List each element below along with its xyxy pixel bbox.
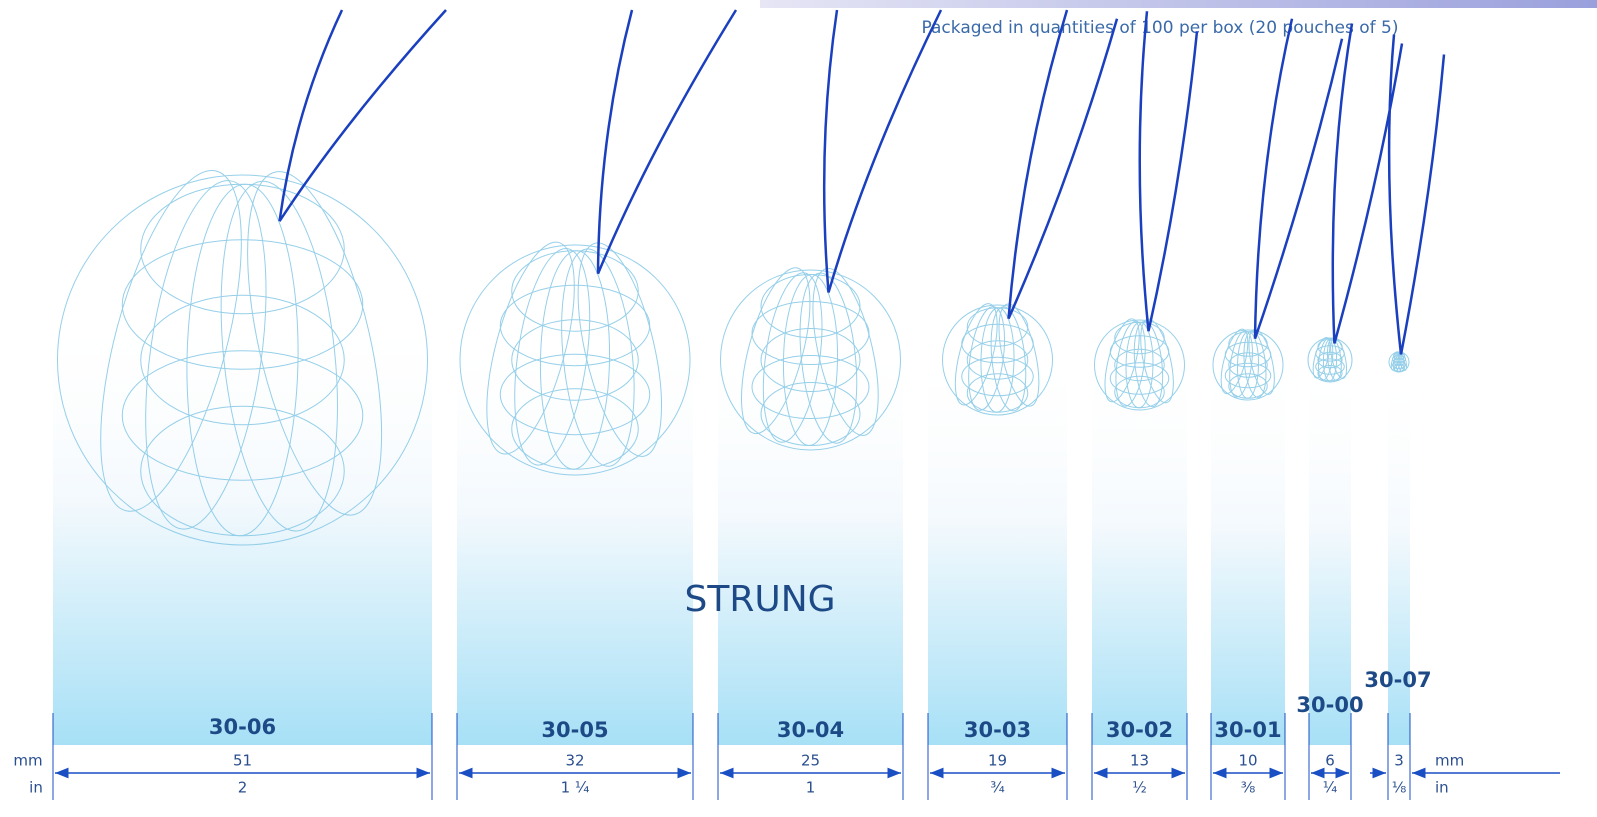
- bead-ring: [514, 248, 591, 466]
- bead-outline: [57, 174, 428, 546]
- unit-mm-left: mm: [13, 752, 42, 770]
- bead-ring: [499, 353, 651, 436]
- column: [1211, 354, 1285, 745]
- column: [53, 304, 432, 745]
- bead-ring: [121, 350, 364, 481]
- bead-ring: [760, 328, 861, 392]
- bead-ring: [145, 180, 267, 530]
- product-code: 30-01: [1214, 718, 1281, 742]
- product-code: 30-04: [777, 718, 844, 742]
- bead-outline: [459, 244, 691, 476]
- bead-ring: [121, 239, 364, 370]
- column: [1388, 359, 1410, 745]
- string: [596, 9, 738, 275]
- bead-outline: [942, 304, 1053, 416]
- inch-size: 2: [238, 779, 248, 797]
- inch-size: ½: [1132, 779, 1147, 797]
- inch-size: 1: [806, 779, 816, 797]
- bead: [1094, 318, 1185, 411]
- bead-ring: [140, 405, 345, 537]
- bead: [1212, 328, 1284, 401]
- bead-ring: [247, 171, 383, 516]
- inch-size: ¼: [1323, 779, 1338, 797]
- bead-ring: [760, 382, 861, 446]
- inch-size: ⅛: [1392, 779, 1407, 797]
- top-bar: [760, 0, 1597, 8]
- unit-in-left: in: [29, 779, 43, 797]
- bead: [1307, 336, 1353, 383]
- bead-ring: [100, 169, 242, 512]
- product-code: 30-00: [1296, 693, 1363, 717]
- mm-size: 3: [1394, 752, 1404, 770]
- unit-mm-right: mm: [1435, 752, 1464, 770]
- inch-size: 1 ¼: [561, 779, 590, 797]
- mm-size: 32: [565, 752, 584, 770]
- mm-size: 6: [1325, 752, 1335, 770]
- bead-ring: [486, 241, 575, 455]
- unit-in-right: in: [1435, 779, 1449, 797]
- mm-size: 25: [801, 752, 820, 770]
- bead-ring: [1114, 375, 1165, 409]
- bead-ring: [741, 267, 811, 435]
- string: [1253, 18, 1344, 340]
- packaging-note: Packaged in quantities of 100 per box (2…: [922, 18, 1399, 38]
- bead-outline: [1307, 337, 1353, 383]
- columns: 30-06 51 2 30-05 32 1 ¼ 30-04 25 1 30-03 19 ¾ 30-02 1…: [52, 9, 1446, 800]
- bead: [942, 303, 1053, 416]
- bead-ring: [511, 319, 639, 401]
- bead: [459, 241, 691, 476]
- bead-ring: [1109, 362, 1170, 395]
- inch-size: ¾: [990, 779, 1005, 797]
- product-code: 30-05: [541, 718, 608, 742]
- column: [718, 333, 903, 745]
- string: [1007, 9, 1119, 320]
- bead-ring: [577, 242, 662, 457]
- bead-outline: [720, 269, 901, 451]
- product-code: 30-02: [1106, 718, 1173, 742]
- bead-ring: [1114, 348, 1165, 382]
- bead-ring: [998, 303, 1040, 407]
- product-code: 30-03: [964, 718, 1031, 742]
- string: [822, 9, 943, 293]
- string: [1138, 11, 1199, 332]
- bead-ring: [762, 272, 823, 443]
- bead-ring: [1315, 358, 1345, 375]
- bead: [720, 267, 901, 451]
- bead-ring: [966, 340, 1029, 380]
- bead-ring: [751, 355, 870, 419]
- bead-ring: [1224, 362, 1272, 389]
- mm-size: 19: [988, 752, 1007, 770]
- inch-size: ⅜: [1241, 779, 1256, 797]
- bead: [57, 169, 428, 546]
- bead-ring: [1317, 351, 1343, 369]
- bead: [1388, 351, 1410, 373]
- bead-outline: [1388, 351, 1410, 373]
- product-code: 30-07: [1364, 668, 1431, 692]
- bead-ring: [966, 373, 1029, 413]
- string: [278, 9, 447, 222]
- string: [1331, 23, 1404, 344]
- bead-ring: [961, 356, 1034, 397]
- bead-ring: [1228, 352, 1268, 378]
- mm-size: 51: [233, 752, 252, 770]
- column: [1092, 351, 1187, 745]
- mm-size: 13: [1130, 752, 1149, 770]
- column: [928, 343, 1067, 745]
- bead-ring: [220, 180, 338, 532]
- column: [457, 325, 693, 745]
- string: [1387, 34, 1446, 355]
- mm-size: 10: [1238, 752, 1257, 770]
- bead-ring: [511, 388, 639, 470]
- bead-ring: [1228, 373, 1268, 399]
- product-code: 30-06: [209, 715, 276, 739]
- strung-label: STRUNG: [684, 579, 835, 620]
- column: [1309, 353, 1351, 745]
- bead-outline: [1094, 319, 1185, 411]
- bead-ring: [1317, 365, 1343, 382]
- bead-ring: [140, 294, 345, 426]
- bead-outline: [1212, 329, 1284, 401]
